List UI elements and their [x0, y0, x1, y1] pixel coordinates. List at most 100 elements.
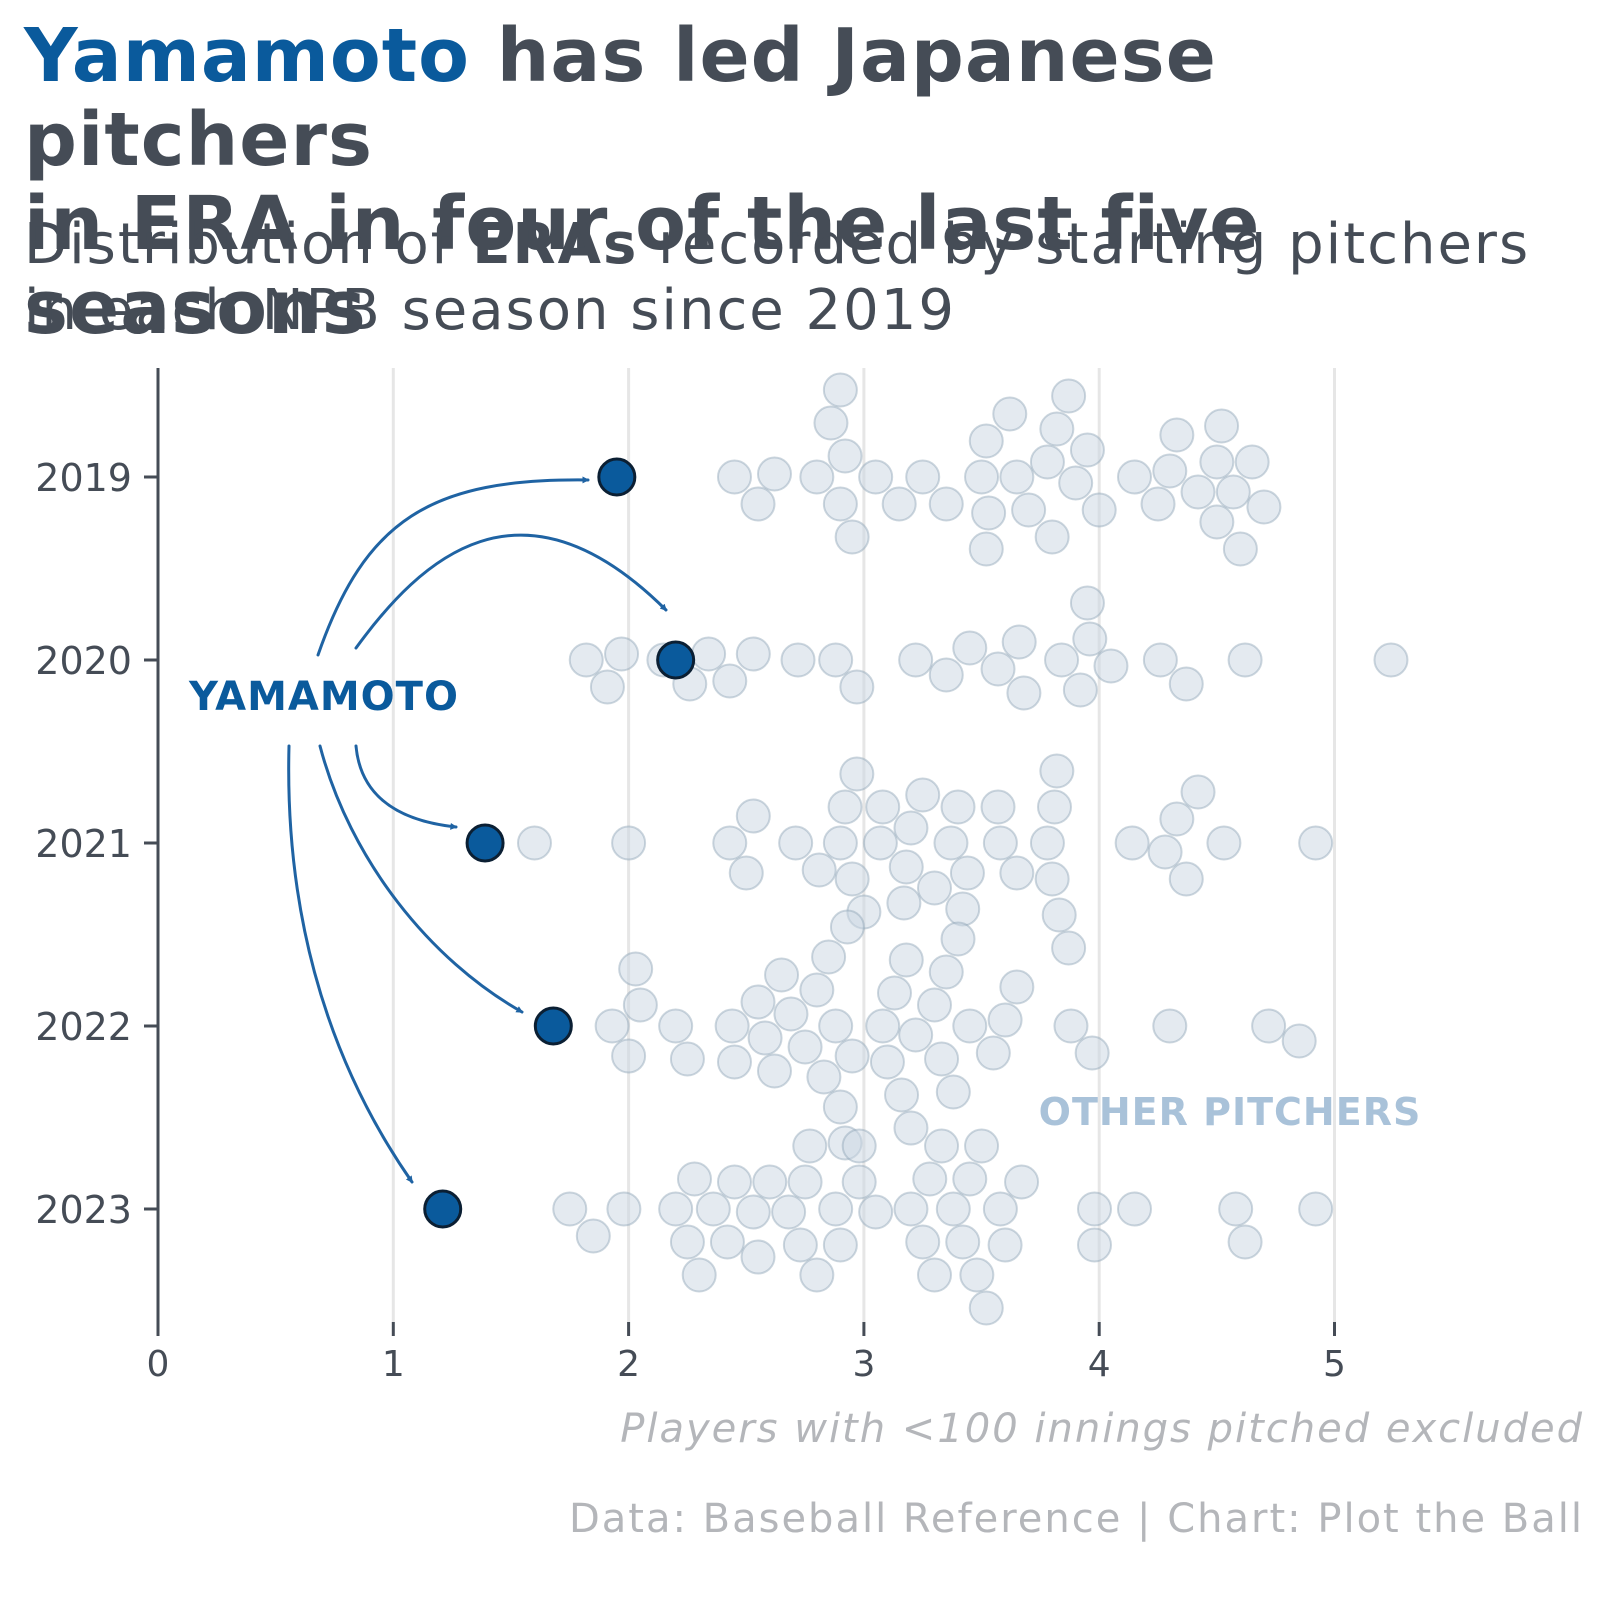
- other-pitcher-point: [771, 1194, 807, 1230]
- other-pitcher-point: [714, 1008, 750, 1044]
- other-pitcher-point: [1180, 474, 1216, 510]
- other-pitcher-point: [1215, 474, 1251, 510]
- y-tick-label: 2020: [35, 639, 132, 683]
- other-pitcher-point: [773, 996, 809, 1032]
- other-pitcher-point: [980, 651, 1016, 687]
- other-pitcher-point: [589, 669, 625, 705]
- arrow-2020: [354, 533, 668, 650]
- other-pitcher-point: [935, 1191, 971, 1227]
- x-tick-label: 4: [1088, 1344, 1111, 1385]
- other-pitcher-point: [1039, 753, 1075, 789]
- other-pitcher-point: [869, 1044, 905, 1080]
- other-pitcher-point: [858, 459, 894, 495]
- other-pitcher-point: [1011, 492, 1047, 528]
- other-pitcher-point: [964, 459, 1000, 495]
- other-pitcher-point: [1204, 408, 1240, 444]
- other-pitcher-point: [1227, 1224, 1263, 1260]
- other-pitcher-point: [952, 1161, 988, 1197]
- other-pitcher-point: [752, 1164, 788, 1200]
- other-pitcher-point: [1093, 648, 1129, 684]
- other-pitcher-point: [1298, 825, 1334, 861]
- other-pitcher-point: [881, 486, 917, 522]
- yamamoto-points: [423, 457, 696, 1229]
- other-pitcher-point: [924, 1041, 960, 1077]
- other-pitcher-point: [827, 789, 863, 825]
- other-pitcher-point: [1053, 1008, 1089, 1044]
- other-pitcher-point: [912, 1161, 948, 1197]
- other-pitcher-point: [740, 1239, 776, 1275]
- other-pitcher-point: [898, 642, 934, 678]
- other-pitcher-point: [1006, 675, 1042, 711]
- other-pitcher-point: [712, 825, 748, 861]
- other-pitcher-point: [575, 1218, 611, 1254]
- other-pitcher-point: [1076, 1191, 1112, 1227]
- other-pitcher-point: [676, 1161, 712, 1197]
- other-pitcher-point: [884, 1077, 920, 1113]
- other-pitcher-point: [1159, 801, 1195, 837]
- other-pitcher-point: [858, 1194, 894, 1230]
- other-pitcher-point: [618, 951, 654, 987]
- other-pitcher-point: [865, 789, 901, 825]
- other-pitcher-point: [987, 1227, 1023, 1263]
- other-pitcher-point: [658, 1008, 694, 1044]
- yamamoto-point: [597, 457, 637, 497]
- chart-title: Yamamoto has led Japanese pitchers in ERA…: [24, 14, 1584, 350]
- y-tick-label: 2023: [35, 1188, 132, 1232]
- other-pitcher-point: [924, 1128, 960, 1164]
- chart-subtitle: Distribution of ERAs recorded by startin…: [24, 212, 1584, 344]
- other-pitcher-point: [1081, 492, 1117, 528]
- subtitle-line2: in each NPB season since 2019: [24, 278, 957, 343]
- other-pitcher-point: [862, 825, 898, 861]
- other-pitcher-point: [928, 657, 964, 693]
- other-pitcher-point: [1029, 825, 1065, 861]
- other-pitcher-point: [898, 1017, 934, 1053]
- other-pitcher-point: [888, 849, 924, 885]
- other-pitcher-point: [691, 636, 727, 672]
- other-pitcher-point: [669, 1224, 705, 1260]
- other-pitcher-point: [968, 423, 1004, 459]
- other-pitcher-point: [1234, 444, 1270, 480]
- other-pitcher-point: [1036, 789, 1072, 825]
- other-pitcher-point: [1004, 1164, 1040, 1200]
- other-pitcher-point: [1051, 930, 1087, 966]
- other-pitcher-point: [1227, 642, 1263, 678]
- other-pitcher-point: [1152, 1008, 1188, 1044]
- other-pitcher-point: [1074, 1035, 1110, 1071]
- other-pitcher-point: [822, 825, 858, 861]
- other-pitcher-point: [893, 1191, 929, 1227]
- subtitle-bold: ERAs: [472, 212, 639, 277]
- subtitle-part2: recorded by starting pitchers: [638, 212, 1531, 277]
- other-pitcher-point: [999, 855, 1035, 891]
- other-pitcher-point: [695, 1191, 731, 1227]
- arrow-2023: [287, 744, 414, 1184]
- other-pitcher-point: [780, 642, 816, 678]
- other-pitcher-point: [1034, 861, 1070, 897]
- other-pitcher-point: [568, 642, 604, 678]
- other-pitcher-point: [841, 1164, 877, 1200]
- x-tick-label: 5: [1323, 1344, 1346, 1385]
- title-highlight: Yamamoto: [24, 13, 470, 99]
- other-pitcher-point: [888, 942, 924, 978]
- other-pitcher-point: [1069, 585, 1105, 621]
- other-pitcher-point: [709, 1224, 745, 1260]
- other-pitcher-point: [1062, 672, 1098, 708]
- other-pitcher-point: [1251, 1008, 1287, 1044]
- other-pitcher-point: [982, 825, 1018, 861]
- other-pitcher-point: [552, 1191, 588, 1227]
- other-pitcher-point: [1373, 642, 1409, 678]
- yamamoto-point: [423, 1189, 463, 1229]
- other-pitcher-point: [940, 789, 976, 825]
- other-pitcher-point: [1159, 417, 1195, 453]
- other-pitcher-point: [516, 825, 552, 861]
- other-pitcher-point: [764, 957, 800, 993]
- other-pitcher-point: [787, 1029, 823, 1065]
- other-pitcher-point: [952, 1008, 988, 1044]
- era-chart: 2019 2020 2021 2022 2023 0 1 2 3 4 5 YAMAMOTO OTH…: [35, 368, 1420, 1385]
- other-pitcher-point: [716, 1044, 752, 1080]
- other-pitcher-point: [1168, 861, 1204, 897]
- yamamoto-point: [656, 640, 696, 680]
- other-pitcher-point: [799, 972, 835, 1008]
- other-pitcher-point: [1029, 444, 1065, 480]
- subtitle-part1: Distribution of: [24, 212, 473, 277]
- other-pitcher-point: [658, 1191, 694, 1227]
